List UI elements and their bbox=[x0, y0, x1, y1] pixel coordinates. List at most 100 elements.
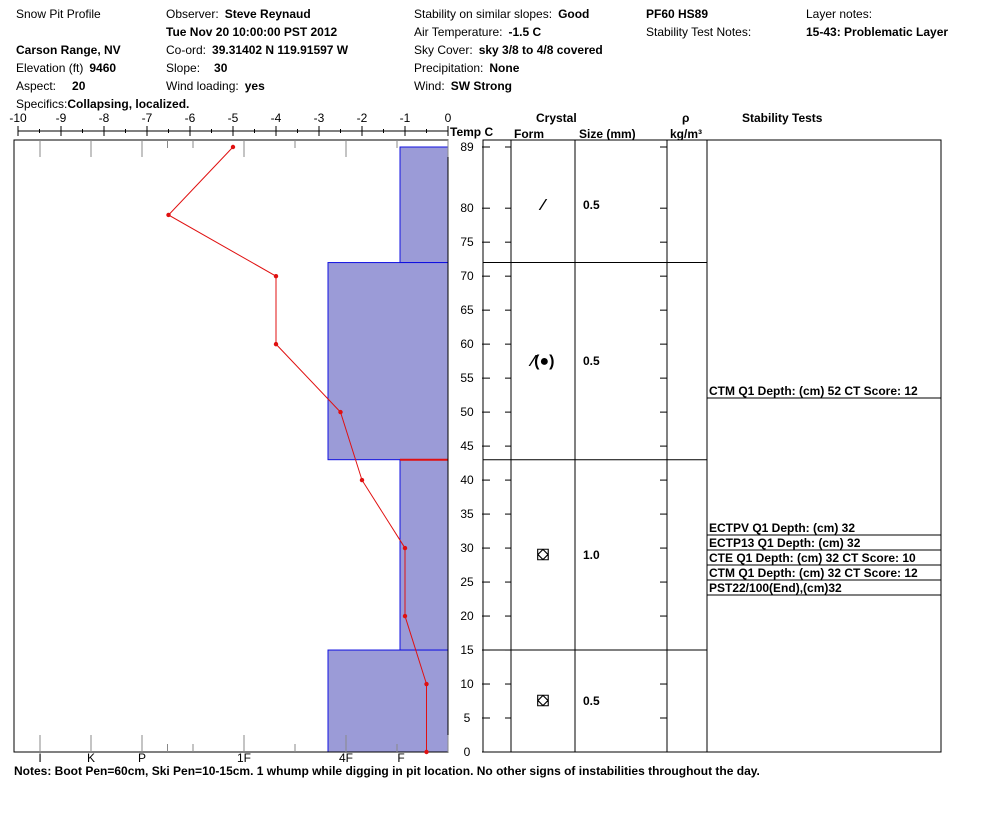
aspect-label: Aspect: bbox=[16, 79, 57, 93]
hardness-bar bbox=[327, 262, 449, 461]
depth-tick-label: 65 bbox=[460, 303, 474, 317]
depth-tick-label: 80 bbox=[460, 201, 474, 215]
wind-label: Wind: bbox=[414, 79, 445, 93]
wind-loading-value: yes bbox=[244, 79, 265, 93]
aspect-value: 20 bbox=[72, 79, 86, 93]
stability-test: CTM Q1 Depth: (cm) 52 CT Score: 12 bbox=[709, 384, 918, 398]
location: Carson Range, NV bbox=[16, 43, 121, 57]
crystal-column-header: Crystal bbox=[536, 111, 577, 125]
stability-test: CTE Q1 Depth: (cm) 32 CT Score: 10 bbox=[709, 551, 916, 565]
air-temp-label: Air Temperature: bbox=[414, 25, 503, 39]
specifics-value: Collapsing, localized. bbox=[67, 97, 190, 111]
crystal-size: 0.5 bbox=[583, 694, 600, 708]
hardness-tick-label: P bbox=[138, 751, 146, 765]
temperature-tick-label: -9 bbox=[56, 111, 67, 125]
hardness-tick-label: K bbox=[87, 751, 95, 765]
precipitation: Precipitation: None bbox=[414, 61, 519, 75]
temperature-point bbox=[424, 749, 429, 755]
crystal-form: ⁄ bbox=[539, 197, 548, 214]
precipitation-label: Precipitation: bbox=[414, 61, 484, 75]
sky-cover: Sky Cover: sky 3/8 to 4/8 covered bbox=[414, 43, 603, 57]
crystal-size: 1.0 bbox=[583, 548, 600, 562]
temperature-tick-label: -10 bbox=[9, 111, 27, 125]
table-border bbox=[482, 139, 942, 753]
slope-value: 30 bbox=[214, 61, 228, 75]
observer: Observer: Steve Reynaud bbox=[166, 7, 311, 21]
observer-label: Observer: bbox=[166, 7, 219, 21]
notes: Notes: Boot Pen=60cm, Ski Pen=10-15cm. 1… bbox=[14, 764, 760, 778]
temperature-tick-label: -3 bbox=[314, 111, 325, 125]
elevation: Elevation (ft) 9460 bbox=[16, 61, 116, 75]
temperature-point bbox=[359, 477, 365, 483]
depth-tick-label: 15 bbox=[460, 643, 474, 657]
sky-cover-label: Sky Cover: bbox=[414, 43, 473, 57]
stability-test: ECTPV Q1 Depth: (cm) 32 bbox=[709, 521, 855, 535]
depth-tick-label: 10 bbox=[460, 677, 474, 691]
depth-tick-label: 60 bbox=[460, 337, 474, 351]
depth-tick-label: 75 bbox=[460, 235, 474, 249]
depth-tick-label: 89 bbox=[460, 140, 474, 154]
hardness-tick-label: 4F bbox=[339, 751, 353, 765]
stability-test: PST22/100(End),(cm)32 bbox=[709, 581, 842, 595]
temperature-axis: -10 -9 -8 -7 -6 -5 -4 -3 -2 -1 0 bbox=[9, 111, 452, 136]
hardness-tick-label: I bbox=[38, 751, 41, 765]
stability-test: CTM Q1 Depth: (cm) 32 CT Score: 12 bbox=[709, 566, 918, 580]
layer-table: ⁄ 0.5 ⁄(●) 0.5 ⛋ 1.0 ⛋ 0.5 CTM Q1 Depth: (cm) 52… bbox=[482, 139, 942, 753]
sky-cover-value: sky 3/8 to 4/8 covered bbox=[478, 43, 603, 57]
layer-notes-label: Layer notes: bbox=[806, 7, 873, 21]
hardness-bar bbox=[399, 146, 449, 264]
profile-border bbox=[13, 139, 449, 753]
stability: Stability on similar slopes: Good bbox=[414, 7, 589, 21]
temp-column-header: Temp C bbox=[450, 125, 494, 139]
observer-value: Steve Reynaud bbox=[224, 7, 311, 21]
temperature-point bbox=[402, 545, 408, 551]
air-temp: Air Temperature: -1.5 C bbox=[414, 25, 541, 39]
pf-hs: PF60 HS89 bbox=[646, 7, 709, 21]
temperature-point bbox=[402, 613, 408, 619]
temperature-point bbox=[273, 273, 279, 279]
coord: Co-ord: 39.31402 N 119.91597 W bbox=[166, 43, 348, 57]
temperature-tick-label: 0 bbox=[445, 111, 452, 125]
depth-tick-label: 25 bbox=[460, 575, 474, 589]
precipitation-value: None bbox=[489, 61, 520, 75]
temperature-tick-label: -2 bbox=[357, 111, 368, 125]
slope: Slope: 30 bbox=[166, 61, 227, 75]
stability-value: Good bbox=[558, 7, 590, 21]
temperature-tick-label: -6 bbox=[185, 111, 196, 125]
temperature-tick-label: -8 bbox=[99, 111, 110, 125]
temperature-tick-label: -7 bbox=[142, 111, 153, 125]
stability-tests-column-header: Stability Tests bbox=[742, 111, 823, 125]
hardness-bar bbox=[327, 649, 449, 753]
depth-tick-label: 5 bbox=[464, 711, 471, 725]
hardness-layers bbox=[327, 146, 449, 753]
temperature-point bbox=[230, 144, 236, 150]
stability-test: ECTP13 Q1 Depth: (cm) 32 bbox=[709, 536, 861, 550]
crystal-size: 0.5 bbox=[583, 354, 600, 368]
depth-tick-label: 50 bbox=[460, 405, 474, 419]
aspect: Aspect: 20 bbox=[16, 79, 85, 93]
wind-loading: Wind loading: yes bbox=[166, 79, 265, 93]
air-temp-value: -1.5 C bbox=[508, 25, 542, 39]
page-title: Snow Pit Profile bbox=[16, 7, 101, 21]
form-column-header: Form bbox=[514, 127, 544, 141]
wind: Wind: SW Strong bbox=[414, 79, 512, 93]
depth-tick-label: 70 bbox=[460, 269, 474, 283]
depth-tick-label: 55 bbox=[460, 371, 474, 385]
wind-loading-label: Wind loading: bbox=[166, 79, 239, 93]
temperature-point bbox=[166, 212, 171, 218]
elevation-value: 9460 bbox=[89, 61, 117, 75]
size-column-header: Size (mm) bbox=[579, 127, 636, 141]
depth-tick-label: 45 bbox=[460, 439, 474, 453]
density-unit: kg/m³ bbox=[670, 127, 703, 141]
specifics-label: Specifics: bbox=[16, 97, 68, 111]
wind-value: SW Strong bbox=[450, 79, 513, 93]
crystal-size: 0.5 bbox=[583, 198, 600, 212]
slope-label: Slope: bbox=[166, 61, 201, 75]
crystal-form: ⁄(●) bbox=[529, 353, 555, 370]
hardness-axis: I K P 1F 4F F bbox=[38, 751, 404, 765]
profile-frame bbox=[13, 139, 449, 753]
crystal-form: ⛋ bbox=[537, 547, 549, 564]
elevation-label: Elevation (ft) bbox=[16, 61, 84, 75]
